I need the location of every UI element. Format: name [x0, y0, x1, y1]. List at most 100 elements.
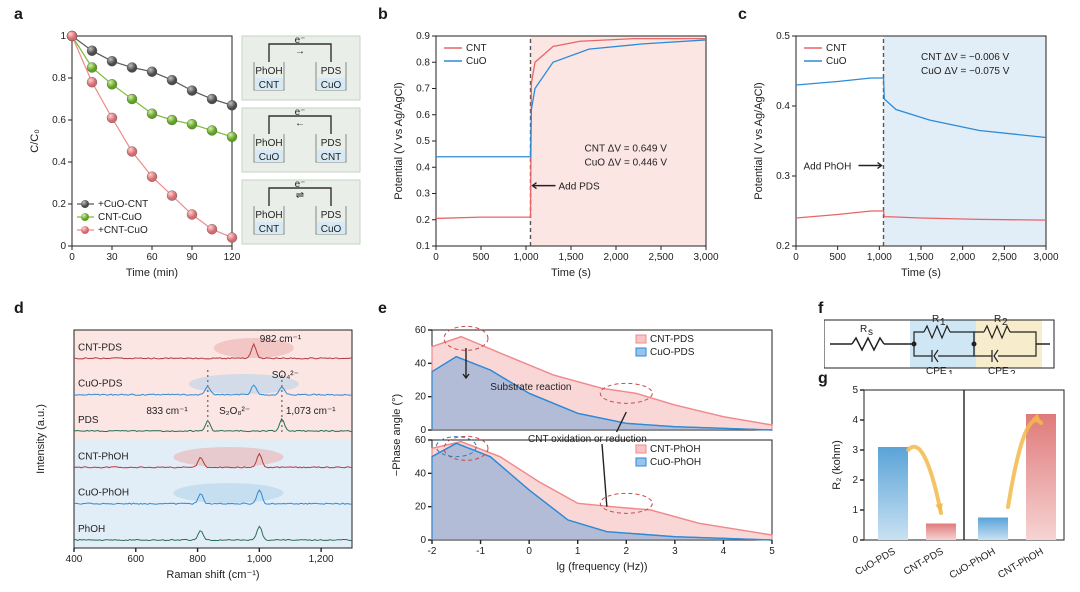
- svg-text:0: 0: [852, 535, 858, 546]
- svg-text:0.1: 0.1: [416, 241, 430, 252]
- svg-text:3: 3: [672, 546, 678, 557]
- svg-text:CNT ΔV = 0.649 V: CNT ΔV = 0.649 V: [585, 144, 668, 155]
- svg-text:S₂O₈²⁻: S₂O₈²⁻: [219, 406, 250, 417]
- circuit-f: RsR1CPE1R2CPE2: [824, 314, 1074, 374]
- svg-text:3,000: 3,000: [1033, 252, 1058, 263]
- svg-text:0: 0: [433, 252, 439, 263]
- svg-text:Potential (V vs Ag/AgCl): Potential (V vs Ag/AgCl): [753, 82, 765, 199]
- svg-text:C/C₀: C/C₀: [29, 129, 41, 153]
- svg-text:CNT: CNT: [466, 43, 487, 54]
- svg-text:4: 4: [721, 546, 727, 557]
- svg-text:Time (s): Time (s): [551, 267, 591, 279]
- svg-text:0.6: 0.6: [52, 115, 66, 126]
- svg-text:1,000: 1,000: [247, 554, 272, 565]
- svg-text:1: 1: [575, 546, 581, 557]
- svg-text:CuO: CuO: [259, 152, 280, 163]
- svg-text:⇌: ⇌: [296, 190, 304, 201]
- svg-text:0.2: 0.2: [776, 241, 790, 252]
- svg-text:0.5: 0.5: [416, 136, 430, 147]
- svg-text:20: 20: [415, 502, 427, 513]
- svg-text:120: 120: [224, 252, 241, 263]
- svg-text:Time (min): Time (min): [126, 267, 178, 279]
- svg-text:CNT-PDS: CNT-PDS: [650, 334, 694, 345]
- svg-text:Potential (V vs Ag/AgCl): Potential (V vs Ag/AgCl): [393, 82, 405, 199]
- svg-text:CuO-PhOH: CuO-PhOH: [78, 488, 129, 499]
- svg-text:40: 40: [415, 358, 427, 369]
- chart-b: 05001,0001,5002,0002,5003,0000.10.20.30.…: [380, 14, 730, 294]
- svg-text:1,200: 1,200: [309, 554, 334, 565]
- svg-text:1: 1: [940, 317, 946, 328]
- svg-text:Raman shift (cm⁻¹): Raman shift (cm⁻¹): [166, 569, 259, 581]
- svg-text:CNT: CNT: [321, 152, 342, 163]
- svg-text:60: 60: [146, 252, 158, 263]
- svg-text:90: 90: [186, 252, 198, 263]
- svg-text:R: R: [932, 314, 939, 325]
- svg-text:20: 20: [415, 392, 427, 403]
- svg-text:0.6: 0.6: [416, 110, 430, 121]
- svg-text:1,000: 1,000: [867, 252, 892, 263]
- svg-text:e⁻: e⁻: [295, 107, 306, 118]
- svg-text:CuO: CuO: [826, 56, 847, 67]
- svg-text:2,000: 2,000: [603, 252, 628, 263]
- svg-text:s: s: [868, 327, 873, 338]
- svg-text:3: 3: [852, 445, 858, 456]
- svg-text:833 cm⁻¹: 833 cm⁻¹: [146, 406, 188, 417]
- chart-c: 05001,0001,5002,0002,5003,0000.20.30.40.…: [740, 14, 1070, 294]
- svg-text:CNT ΔV = −0.006 V: CNT ΔV = −0.006 V: [921, 52, 1010, 63]
- svg-text:CuO: CuO: [321, 224, 342, 235]
- chart-g: 012345R₂ (kohm)CuO-PDSCNT-PDSCuO-PhOHCNT…: [824, 380, 1074, 588]
- svg-text:CuO-PhOH: CuO-PhOH: [948, 546, 998, 581]
- svg-text:0.2: 0.2: [52, 199, 66, 210]
- svg-text:PhOH: PhOH: [255, 138, 282, 149]
- svg-text:CuO: CuO: [466, 56, 487, 67]
- svg-text:+CuO-CNT: +CuO-CNT: [98, 199, 148, 210]
- svg-text:0.8: 0.8: [52, 73, 66, 84]
- svg-text:PDS: PDS: [321, 138, 342, 149]
- svg-text:1,500: 1,500: [908, 252, 933, 263]
- panel-label-f: f: [818, 300, 823, 318]
- svg-text:CuO ΔV = −0.075 V: CuO ΔV = −0.075 V: [921, 66, 1010, 77]
- svg-text:CuO-PDS: CuO-PDS: [650, 347, 695, 358]
- svg-text:2: 2: [852, 475, 858, 486]
- svg-text:0.5: 0.5: [776, 31, 790, 42]
- svg-text:PDS: PDS: [321, 210, 342, 221]
- svg-text:2,500: 2,500: [648, 252, 673, 263]
- svg-text:lg (frequency (Hz)): lg (frequency (Hz)): [556, 561, 647, 573]
- svg-text:500: 500: [829, 252, 846, 263]
- chart-d: 400 600 800 1,000 1,200 Raman shift (cm⁻¹) Int…: [20, 308, 370, 588]
- svg-text:e⁻: e⁻: [295, 179, 306, 190]
- svg-text:CuO-PDS: CuO-PDS: [854, 546, 898, 578]
- svg-text:CNT-CuO: CNT-CuO: [98, 212, 142, 223]
- svg-text:400: 400: [66, 554, 83, 565]
- svg-text:CNT-PhOH: CNT-PhOH: [650, 444, 701, 455]
- svg-text:Intensity (a.u.): Intensity (a.u.): [35, 404, 47, 474]
- svg-text:800: 800: [189, 554, 206, 565]
- svg-text:0: 0: [69, 252, 75, 263]
- svg-text:60: 60: [415, 325, 427, 336]
- svg-text:PDS: PDS: [78, 415, 99, 426]
- svg-text:0.2: 0.2: [416, 215, 430, 226]
- svg-text:5: 5: [852, 385, 858, 396]
- svg-text:CNT-PDS: CNT-PDS: [78, 342, 122, 353]
- svg-text:1,073 cm⁻¹: 1,073 cm⁻¹: [286, 406, 336, 417]
- svg-text:600: 600: [127, 554, 144, 565]
- svg-text:0.4: 0.4: [776, 101, 790, 112]
- svg-text:1,500: 1,500: [558, 252, 583, 263]
- svg-text:0: 0: [526, 546, 532, 557]
- svg-text:R: R: [860, 324, 867, 335]
- svg-text:R: R: [994, 314, 1001, 325]
- svg-text:CuO: CuO: [321, 80, 342, 91]
- svg-text:60: 60: [415, 435, 427, 446]
- svg-text:PhOH: PhOH: [255, 66, 282, 77]
- chart-e: 0204060CNT-PDSCuO-PDS0204060CNT-PhOHCuO-…: [380, 308, 800, 588]
- svg-text:1,000: 1,000: [513, 252, 538, 263]
- svg-text:Add PhOH: Add PhOH: [804, 162, 852, 173]
- svg-text:2: 2: [624, 546, 630, 557]
- svg-text:982 cm⁻¹: 982 cm⁻¹: [260, 334, 302, 345]
- svg-text:PhOH: PhOH: [78, 524, 105, 535]
- svg-text:1: 1: [852, 505, 858, 516]
- svg-text:PDS: PDS: [321, 66, 342, 77]
- svg-text:Time (s): Time (s): [901, 267, 941, 279]
- svg-text:CNT: CNT: [259, 80, 280, 91]
- svg-text:R₂ (kohm): R₂ (kohm): [831, 440, 843, 490]
